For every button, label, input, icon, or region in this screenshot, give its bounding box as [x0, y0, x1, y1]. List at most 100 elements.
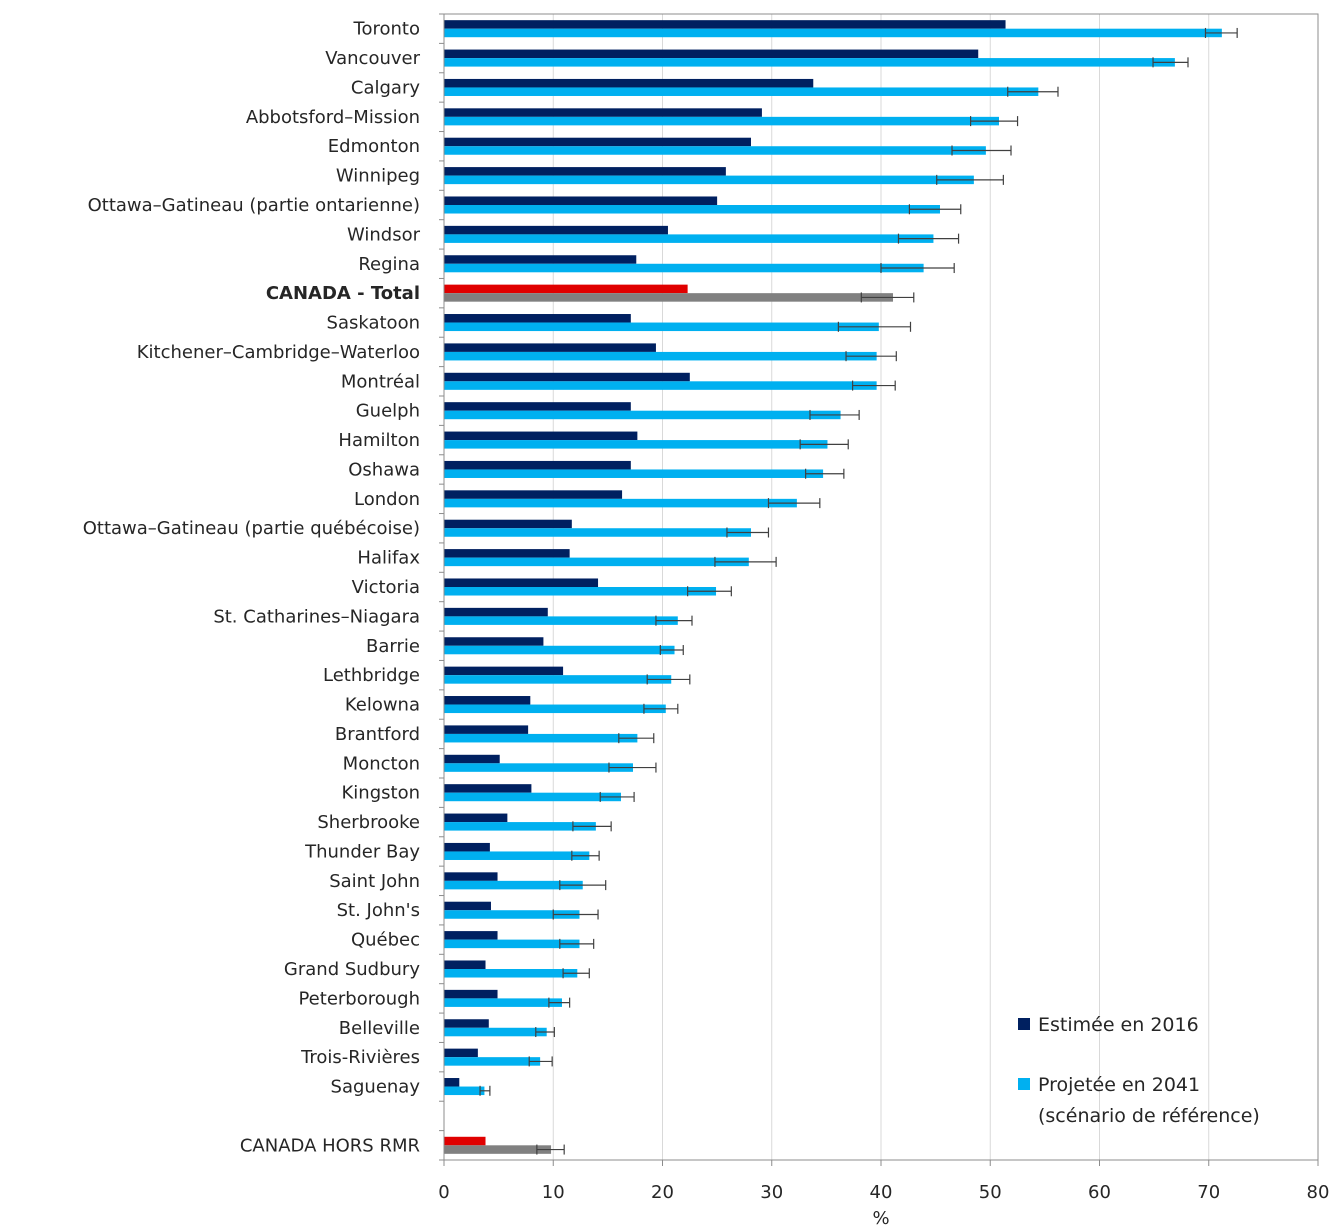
bar-2041-vancouver [444, 58, 1175, 67]
category-label-vancouver: Vancouver [325, 48, 420, 69]
bar-2016-montreal [444, 372, 690, 382]
bar-2041-thunder-bay [444, 851, 590, 860]
bar-2041-regina [444, 263, 924, 273]
error-bar-2041-toronto [1204, 27, 1238, 38]
error-bar-2041-london [767, 498, 821, 509]
bar-2016-guelph [444, 402, 631, 411]
error-bar-2041-montreal [851, 380, 896, 391]
bar-2041-calgary [444, 87, 1039, 96]
bar-2041-st-john-s [444, 910, 580, 919]
category-label-belleville: Belleville [339, 1018, 420, 1039]
category-label-trois-rivieres: Trois-Rivières [300, 1047, 420, 1068]
category-label-kingston: Kingston [342, 783, 421, 804]
category-label-kelowna: Kelowna [345, 695, 420, 716]
bar-2016-moncton [444, 754, 500, 764]
bar-2041-quebec [444, 939, 580, 949]
bar-2016-canada-hors-rmr [444, 1136, 486, 1146]
category-label-ottawa-gatineau-partie-ontarienne: Ottawa–Gatineau (partie ontarienne) [88, 195, 420, 216]
category-label-calgary: Calgary [351, 77, 420, 98]
x-axis-title: % [872, 1208, 889, 1229]
x-tick-label-60: 60 [1088, 1182, 1111, 1203]
bar-2041-trois-rivieres [444, 1057, 541, 1066]
bar-2041-london [444, 498, 797, 508]
bar-2016-grand-sudbury [444, 960, 486, 969]
bar-2016-kitchener-cambridge-waterloo [444, 343, 656, 352]
category-label-abbotsford-mission: Abbotsford–Mission [246, 107, 420, 128]
bar-2016-hamilton [444, 431, 638, 441]
bar-2041-victoria [444, 587, 717, 596]
category-label-thunder-bay: Thunder Bay [304, 841, 420, 862]
category-label-windsor: Windsor [347, 224, 421, 245]
bar-2041-barrie [444, 645, 675, 655]
bar-2041-saskatoon [444, 322, 879, 332]
bar-2016-trois-rivieres [444, 1048, 478, 1058]
bar-2016-edmonton [444, 137, 751, 147]
bar-2041-hamilton [444, 440, 828, 449]
axis-layer: 0 10 20 30 40 50 60 70 80 [438, 13, 1330, 1203]
error-bar-2041-hamilton [799, 439, 849, 450]
error-bar-2041-victoria [687, 586, 732, 597]
category-label-guelph: Guelph [356, 401, 420, 422]
bar-2041-kelowna [444, 704, 666, 714]
error-bar-2041-ottawa-gatineau-partie-quebecoise [726, 527, 770, 538]
category-label-sherbrooke: Sherbrooke [317, 812, 420, 833]
error-bar-2041-edmonton [951, 145, 1012, 156]
bar-2016-victoria [444, 578, 599, 587]
category-label-ottawa-gatineau-partie-quebecoise: Ottawa–Gatineau (partie québécoise) [83, 518, 420, 539]
x-tick-label-30: 30 [760, 1182, 783, 1203]
bar-2016-halifax [444, 549, 570, 558]
error-bar-2041-regina [880, 263, 955, 274]
category-label-hamilton: Hamilton [338, 430, 420, 451]
legend-swatch-estimee-2016 [1018, 1018, 1030, 1030]
error-bar-2041-vancouver [1152, 57, 1189, 68]
bar-2041-kitchener-cambridge-waterloo [444, 351, 877, 361]
category-label-saskatoon: Saskatoon [327, 313, 420, 334]
category-label-saguenay: Saguenay [331, 1077, 421, 1098]
bar-2041-canada-total [444, 293, 894, 302]
bar-2041-peterborough [444, 998, 562, 1007]
bar-2041-lethbridge [444, 675, 672, 684]
legend-swatch-projetee-2041 [1018, 1078, 1030, 1090]
bar-2016-saguenay [444, 1078, 460, 1087]
x-tick-label-80: 80 [1307, 1182, 1330, 1203]
error-bar-2041-grand-sudbury [562, 968, 590, 979]
bar-2016-canada-total [444, 284, 688, 294]
bar-2016-regina [444, 255, 637, 264]
bar-2016-st-catharines-niagara [444, 607, 548, 617]
bar-2041-sherbrooke [444, 822, 596, 831]
error-bar-2041-canada-total [860, 292, 915, 303]
x-tick-label-0: 0 [438, 1182, 449, 1203]
bar-2041-winnipeg [444, 175, 974, 185]
bar-2016-lethbridge [444, 666, 564, 676]
error-bar-2041-moncton [608, 762, 657, 773]
bar-2016-quebec [444, 931, 498, 940]
bar-2016-abbotsford-mission [444, 108, 762, 117]
bar-2016-toronto [444, 20, 1006, 29]
category-label-st-catharines-niagara: St. Catharines–Niagara [213, 606, 420, 627]
bar-layer [444, 20, 1222, 1154]
error-bar-2041-kingston [599, 791, 635, 802]
category-label-brantford: Brantford [335, 724, 420, 745]
bar-2041-windsor [444, 234, 934, 243]
error-bar-2041-belleville [535, 1027, 555, 1038]
bar-2016-st-john-s [444, 901, 491, 911]
plot-frame [443, 13, 1319, 1161]
error-bar-2041-kelowna [643, 703, 679, 714]
x-tick-label-10: 10 [542, 1182, 565, 1203]
bar-2041-edmonton [444, 146, 986, 155]
legend-label-estimee-2016: Estimée en 2016 [1038, 1014, 1199, 1036]
error-bar-2041-saskatoon [837, 321, 912, 332]
error-bar-2041-barrie [659, 645, 684, 656]
bar-2041-oshawa [444, 469, 824, 478]
category-label-montreal: Montréal [341, 371, 420, 392]
bar-2016-calgary [444, 78, 814, 88]
bar-2041-montreal [444, 381, 877, 390]
error-bar-2041-st-john-s [552, 909, 599, 920]
bar-2016-barrie [444, 637, 544, 646]
error-bar-2041-quebec [559, 938, 595, 949]
category-label-grand-sudbury: Grand Sudbury [284, 959, 420, 980]
bar-2041-toronto [444, 28, 1222, 38]
error-bar-layer [479, 27, 1238, 1155]
error-bar-2041-kitchener-cambridge-waterloo [845, 351, 897, 362]
